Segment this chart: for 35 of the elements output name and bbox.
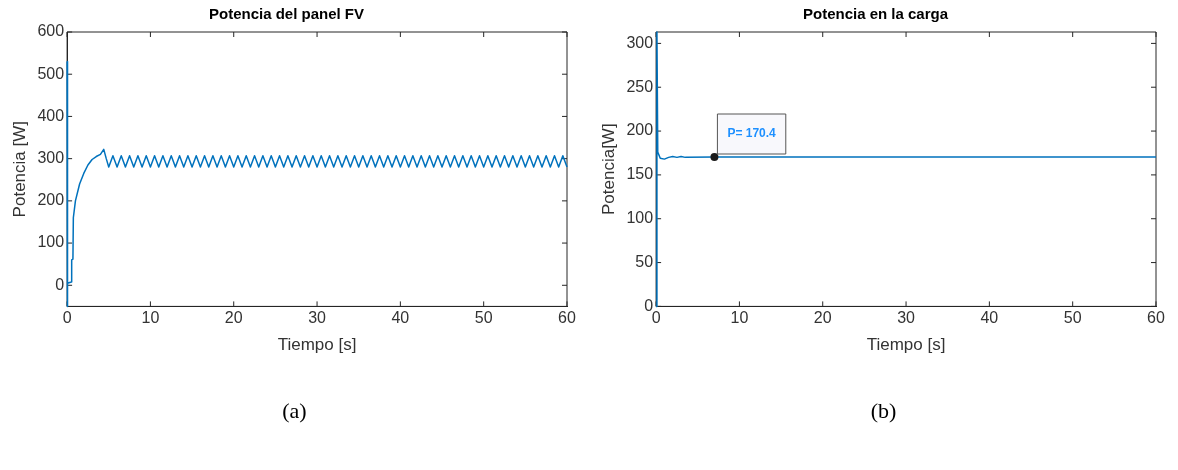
x-axis-title: Tiempo [s] [277, 335, 357, 355]
x-tick-label: 60 [558, 309, 576, 327]
x-tick-label: 30 [897, 309, 916, 327]
y-axis-title: Potencia[W] [598, 123, 618, 216]
y-tick-label: 400 [37, 106, 65, 124]
y-tick-label: 0 [55, 275, 65, 293]
x-axis-title: Tiempo [s] [866, 335, 946, 355]
x-tick-label: 20 [813, 309, 832, 327]
y-tick-label: 200 [626, 121, 654, 139]
y-tick-label: 300 [626, 33, 654, 51]
x-tick-label: 50 [474, 309, 493, 327]
x-tick-label: 10 [141, 309, 160, 327]
text: (a) [281, 398, 308, 424]
annotation: P= 170.4 [727, 126, 777, 141]
text: (b) [869, 398, 898, 424]
y-tick-label: 0 [644, 296, 654, 314]
chart-title: Potencia en la carga [802, 5, 949, 23]
x-tick-label: 40 [980, 309, 999, 327]
y-tick-label: 500 [37, 64, 65, 82]
x-tick-label: 40 [391, 309, 410, 327]
y-tick-label: 300 [37, 149, 65, 167]
y-tick-label: 100 [626, 209, 654, 227]
x-tick-label: 50 [1063, 309, 1082, 327]
y-tick-label: 100 [37, 233, 65, 251]
x-tick-label: 20 [224, 309, 243, 327]
y-tick-label: 600 [37, 22, 65, 40]
y-tick-label: 250 [626, 77, 654, 95]
x-tick-label: 30 [308, 309, 327, 327]
y-tick-label: 150 [626, 165, 654, 183]
chart-title: Potencia del panel FV [208, 5, 365, 23]
y-tick-label: 50 [635, 252, 654, 270]
x-tick-label: 60 [1147, 309, 1165, 327]
x-tick-label: 10 [730, 309, 749, 327]
y-axis-title: Potencia [W] [9, 121, 29, 218]
y-tick-label: 200 [37, 191, 65, 209]
